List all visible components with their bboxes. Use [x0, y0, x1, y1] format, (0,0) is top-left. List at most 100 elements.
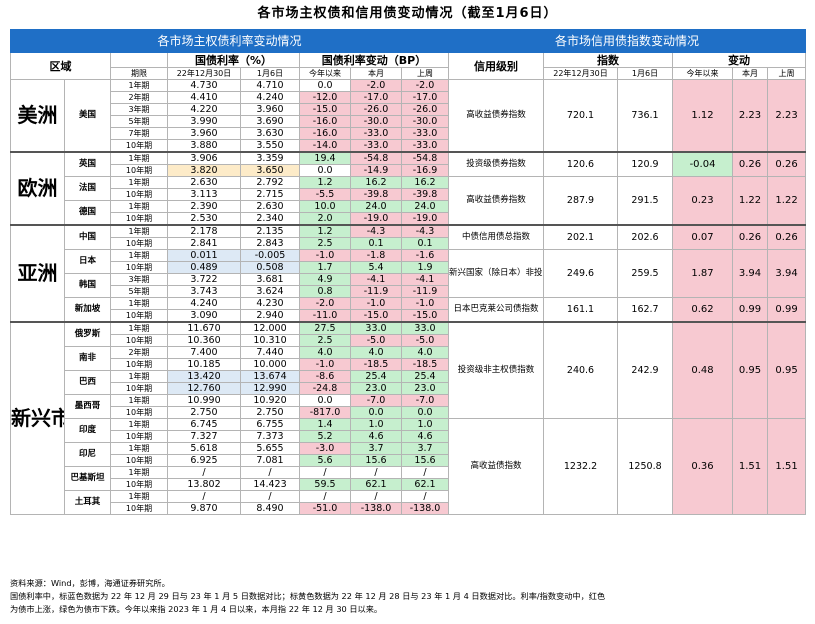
mtd-change-cell: -19.0	[350, 212, 402, 226]
table-row: 法国 1年期 2.630 2.792 1.2 16.2 16.2 高收益债券指数 287.9 29…	[11, 176, 807, 226]
term-cell: 3年期	[110, 103, 168, 116]
ytd-change-cell: -12.0	[299, 91, 351, 104]
ytd-change-cell: -817.0	[299, 406, 351, 419]
change-header: 变动	[672, 52, 807, 68]
credit-wtd-change: 1.22	[767, 176, 807, 226]
term-cell: 1年期	[110, 224, 168, 238]
yield-date1-cell: /	[167, 490, 241, 503]
yield-date2-cell: 2.135	[240, 224, 300, 238]
credit-mtd-change: 2.23	[732, 79, 769, 153]
credit-index-date1: 720.1	[543, 79, 619, 153]
mtd-change-cell: -7.0	[350, 394, 402, 407]
table-row: 巴基斯坦 1年期 / / / / /	[11, 466, 806, 491]
ytd-change-cell: -2.0	[299, 297, 351, 310]
ytd-change-cell: 4.9	[299, 273, 351, 286]
table-row: 欧洲 英国 1年期 3.906 3.359 19.4 -54.8 -54.8 投资级债券指数 12…	[10, 151, 807, 226]
wtd-change-cell: 4.0	[400, 346, 450, 359]
table-row: 10年期 2.750 2.750 -817.0 0.0 0.0	[11, 406, 806, 419]
yield-date2-cell: 3.960	[240, 103, 300, 116]
mtd-change-cell: -39.8	[350, 188, 402, 201]
wtd-change-cell: -26.0	[400, 103, 450, 116]
ytd-change-cell: -16.0	[299, 115, 351, 128]
yield-date2-cell: 12.990	[240, 382, 300, 395]
ytd-change-cell: -3.0	[299, 442, 351, 455]
wtd-change-cell: -7.0	[400, 394, 450, 407]
table-row: 10年期 7.327 7.373 5.2 4.6 4.6	[11, 430, 806, 443]
page-title: 各市场主权债和信用债变动情况（截至1月6日）	[257, 6, 558, 21]
wtd-change-cell: -19.0	[400, 212, 450, 226]
yield-date1-cell: 4.410	[167, 91, 241, 104]
credit-index-date2: 242.9	[617, 321, 674, 419]
credit-wtd-change: 0.26	[767, 224, 807, 250]
yield-date1-cell: 4.240	[167, 297, 241, 310]
country-cell: 日本	[64, 249, 111, 274]
credit-index-name: 高收益债券指数	[448, 176, 545, 226]
country-cell: 中国	[64, 224, 111, 250]
term-cell: 1年期	[110, 79, 168, 92]
yield-date2-cell: 4.710	[240, 79, 300, 92]
credit-index-name: 高收益债指数	[448, 418, 545, 515]
mtd-change-cell: 0.0	[350, 406, 402, 419]
yield-date2-cell: 4.240	[240, 91, 300, 104]
credit-ytd-change: 1.12	[672, 79, 734, 153]
credit-wtd-change: 0.99	[767, 297, 807, 323]
credit-index-date2: 202.6	[617, 224, 674, 250]
ytd-change-cell: -1.0	[299, 249, 351, 262]
ytd-change-cell: 0.8	[299, 285, 351, 298]
mtd-change-cell: 15.6	[350, 454, 402, 467]
term-cell: 10年期	[110, 212, 168, 226]
term-cell: 1年期	[110, 442, 168, 455]
credit-index-date2: 291.5	[617, 176, 674, 226]
yield-date1-cell: 3.090	[167, 309, 241, 323]
yield-date2-cell: /	[240, 466, 300, 479]
wtd-change-cell: 1.0	[400, 418, 450, 431]
term-cell: 5年期	[110, 115, 168, 128]
credit-mtd-change: 0.26	[732, 224, 769, 250]
yield-header: 国债利率（%）	[167, 52, 300, 68]
term-cell: 3年期	[110, 273, 168, 286]
mtd-change-cell: -4.1	[350, 273, 402, 286]
yield-date2-cell: 0.508	[240, 261, 300, 274]
yield-date2-cell: 12.000	[240, 321, 300, 335]
mtd-change-cell: -33.0	[350, 139, 402, 153]
yield-date1-cell: 2.178	[167, 224, 241, 238]
ytd-change-cell: 5.2	[299, 430, 351, 443]
term-cell: 10年期	[110, 478, 168, 491]
yield-date1-cell: 6.745	[167, 418, 241, 431]
table-row: 10年期 13.802 14.423 59.5 62.1 62.1	[11, 478, 806, 491]
country-cell: 新加坡	[64, 297, 111, 323]
ytd-change-cell: 1.2	[299, 224, 351, 238]
table-row: 10年期 2.530 2.340 2.0 -19.0 -19.0	[11, 212, 806, 226]
term-cell: 10年期	[110, 139, 168, 153]
term-cell: 10年期	[110, 309, 168, 323]
credit-index-name: 中债信用债总指数	[448, 224, 545, 250]
mtd-change-cell: -5.0	[350, 334, 402, 347]
credit-mtd-change: 0.95	[732, 321, 769, 419]
credit-wtd-change: 0.26	[767, 151, 807, 177]
yield-date1-cell: 6.925	[167, 454, 241, 467]
country-cell: 巴基斯坦	[64, 466, 111, 491]
country-cell: 俄罗斯	[64, 321, 111, 347]
mtd-change-cell: -17.0	[350, 91, 402, 104]
ytd-change-cell: 2.5	[299, 237, 351, 250]
yield-date1-cell: 11.670	[167, 321, 241, 335]
credit-index-name: 投资级债券指数	[448, 151, 545, 177]
yield-date1-cell: 0.489	[167, 261, 241, 274]
mtd-change-cell: 1.0	[350, 418, 402, 431]
mtd-change-cell: 4.0	[350, 346, 402, 359]
wtd-change-cell: 33.0	[400, 321, 450, 335]
ytd-change-cell: 4.0	[299, 346, 351, 359]
term-cell: 10年期	[110, 261, 168, 274]
credit-index-date2: 259.5	[617, 249, 674, 298]
yield-date2-cell: 8.490	[240, 502, 300, 515]
wtd-change-cell: -1.6	[400, 249, 450, 262]
mtd-change-cell: -138.0	[350, 502, 402, 515]
yield-date2-cell: 3.630	[240, 127, 300, 140]
credit-index-name: 日本巴克莱公司债指数	[448, 297, 545, 323]
ytd-change-cell: 1.7	[299, 261, 351, 274]
term-cell: 1年期	[110, 297, 168, 310]
ytd-change-cell: 0.0	[299, 394, 351, 407]
table-row: 5年期 3.743 3.624 0.8 -11.9 -11.9	[11, 285, 806, 298]
ytd-change-cell: 1.4	[299, 418, 351, 431]
footnote-line-1: 国债利率中，标蓝色数据为 22 年 12 月 29 日与 23 年 1 月 5 …	[10, 591, 606, 601]
